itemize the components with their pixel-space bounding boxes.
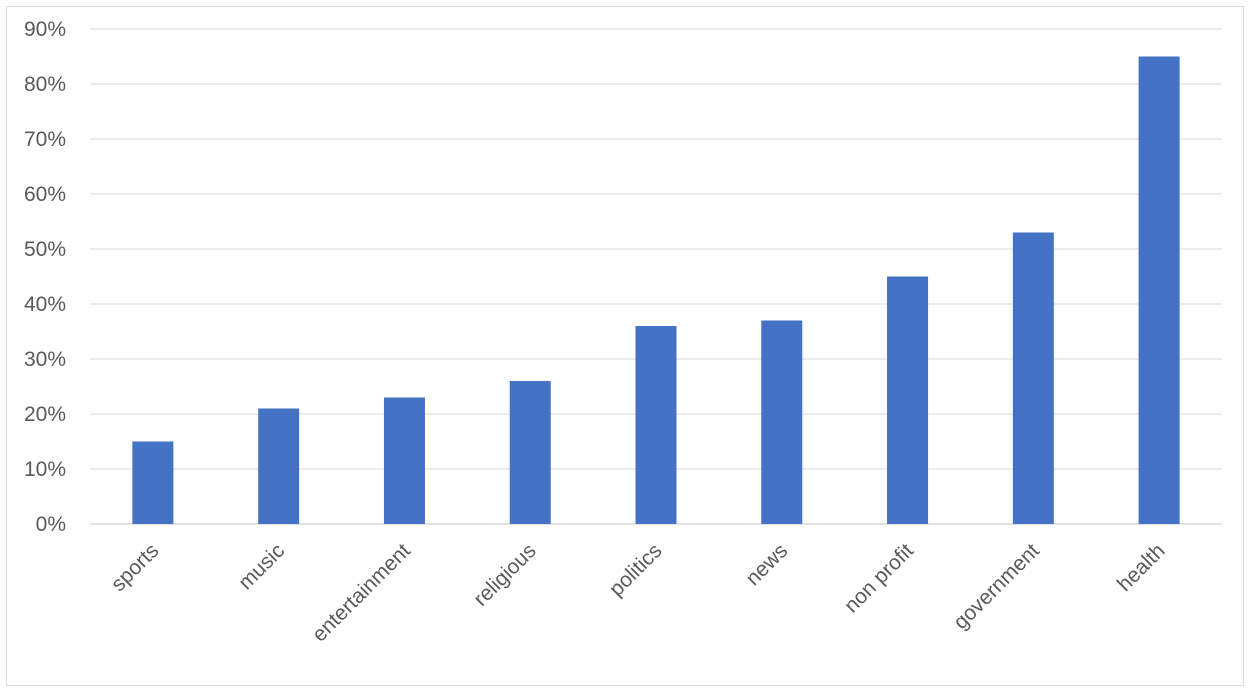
y-axis-ticks: 0% 10% 20% 30% 40% 50% 60% 70% 80% 90% [24, 18, 66, 536]
bar-politics [635, 326, 677, 524]
bar-health [1138, 56, 1180, 524]
bar-music [258, 408, 300, 524]
y-tick-label: 40% [24, 293, 66, 316]
y-tick-label: 50% [24, 238, 66, 261]
bar-news [761, 320, 803, 524]
x-category-label: entertainment [308, 539, 415, 646]
bar-non-profit [887, 276, 929, 524]
bar-entertainment [383, 397, 425, 524]
bars [132, 56, 1180, 524]
x-category-label: non profit [840, 539, 918, 617]
y-tick-label: 30% [24, 348, 66, 371]
x-category-label: religious [469, 539, 541, 611]
x-category-label: politics [605, 539, 667, 601]
bar-government [1012, 232, 1054, 524]
bar-religious [509, 381, 551, 524]
y-tick-label: 60% [24, 183, 66, 206]
x-category-label: health [1113, 539, 1170, 596]
x-axis-labels: sports music entertainment religious politic… [107, 539, 1170, 646]
y-tick-label: 10% [24, 458, 66, 481]
y-tick-label: 0% [36, 513, 66, 536]
x-category-label: music [234, 539, 289, 594]
x-category-label: news [741, 539, 792, 590]
y-tick-label: 90% [24, 18, 66, 41]
y-tick-label: 20% [24, 403, 66, 426]
y-tick-label: 80% [24, 73, 66, 96]
bar-sports [132, 441, 174, 524]
x-category-label: sports [107, 539, 164, 596]
y-tick-label: 70% [24, 128, 66, 151]
x-category-label: government [949, 539, 1044, 634]
